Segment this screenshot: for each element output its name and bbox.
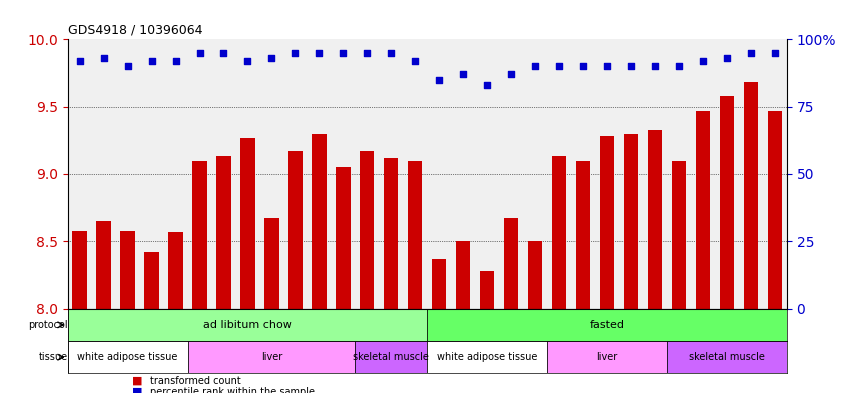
Point xyxy=(481,82,494,88)
Bar xyxy=(600,136,614,309)
Bar xyxy=(744,83,758,309)
Point xyxy=(409,58,422,64)
Point xyxy=(288,50,302,56)
FancyBboxPatch shape xyxy=(68,341,188,373)
Bar xyxy=(480,271,494,309)
Text: transformed count: transformed count xyxy=(151,376,241,386)
Point xyxy=(648,63,662,70)
Point xyxy=(696,58,710,64)
Bar xyxy=(312,134,327,309)
Bar xyxy=(145,252,159,309)
Text: liver: liver xyxy=(596,352,618,362)
Point xyxy=(265,55,278,61)
Point xyxy=(313,50,327,56)
Bar xyxy=(264,219,278,309)
Bar xyxy=(767,111,782,309)
Bar xyxy=(168,232,183,309)
Point xyxy=(73,58,86,64)
Point xyxy=(744,50,758,56)
Bar xyxy=(504,219,519,309)
Bar xyxy=(120,231,135,309)
Bar xyxy=(672,160,686,309)
Bar xyxy=(336,167,350,309)
FancyBboxPatch shape xyxy=(667,341,787,373)
Bar xyxy=(576,160,591,309)
Bar xyxy=(528,241,542,309)
FancyBboxPatch shape xyxy=(188,341,355,373)
Text: ■: ■ xyxy=(132,376,143,386)
Point xyxy=(217,50,230,56)
Bar xyxy=(96,221,111,309)
FancyBboxPatch shape xyxy=(355,341,427,373)
Text: liver: liver xyxy=(261,352,282,362)
Point xyxy=(432,77,446,83)
Point xyxy=(457,71,470,77)
Text: ad libitum chow: ad libitum chow xyxy=(203,320,292,330)
FancyBboxPatch shape xyxy=(68,309,427,341)
Bar xyxy=(192,160,206,309)
Point xyxy=(624,63,638,70)
Point xyxy=(121,63,135,70)
Bar xyxy=(408,160,422,309)
Bar xyxy=(695,111,710,309)
Bar xyxy=(217,156,231,309)
Point xyxy=(720,55,733,61)
Bar xyxy=(384,158,398,309)
FancyBboxPatch shape xyxy=(427,341,547,373)
Bar xyxy=(360,151,375,309)
FancyBboxPatch shape xyxy=(547,341,667,373)
Bar xyxy=(432,259,447,309)
Point xyxy=(768,50,782,56)
Point xyxy=(240,58,254,64)
Point xyxy=(552,63,566,70)
Bar xyxy=(624,134,638,309)
Text: white adipose tissue: white adipose tissue xyxy=(437,352,537,362)
Text: white adipose tissue: white adipose tissue xyxy=(78,352,178,362)
Point xyxy=(601,63,614,70)
Bar xyxy=(552,156,566,309)
Bar xyxy=(456,241,470,309)
Point xyxy=(360,50,374,56)
Point xyxy=(337,50,350,56)
Text: skeletal muscle: skeletal muscle xyxy=(354,352,429,362)
Bar xyxy=(288,151,303,309)
Bar xyxy=(240,138,255,309)
Point xyxy=(576,63,590,70)
Bar xyxy=(73,231,87,309)
Text: skeletal muscle: skeletal muscle xyxy=(689,352,765,362)
Point xyxy=(168,58,182,64)
Point xyxy=(193,50,206,56)
Point xyxy=(384,50,398,56)
Point xyxy=(672,63,685,70)
Text: percentile rank within the sample: percentile rank within the sample xyxy=(151,387,316,393)
Text: ■: ■ xyxy=(132,387,143,393)
Text: protocol: protocol xyxy=(28,320,68,330)
Bar xyxy=(648,130,662,309)
Text: tissue: tissue xyxy=(39,352,68,362)
FancyBboxPatch shape xyxy=(427,309,787,341)
Point xyxy=(528,63,542,70)
Point xyxy=(145,58,158,64)
Text: GDS4918 / 10396064: GDS4918 / 10396064 xyxy=(68,24,202,37)
Point xyxy=(504,71,518,77)
Bar xyxy=(720,96,734,309)
Text: fasted: fasted xyxy=(590,320,624,330)
Point xyxy=(96,55,110,61)
